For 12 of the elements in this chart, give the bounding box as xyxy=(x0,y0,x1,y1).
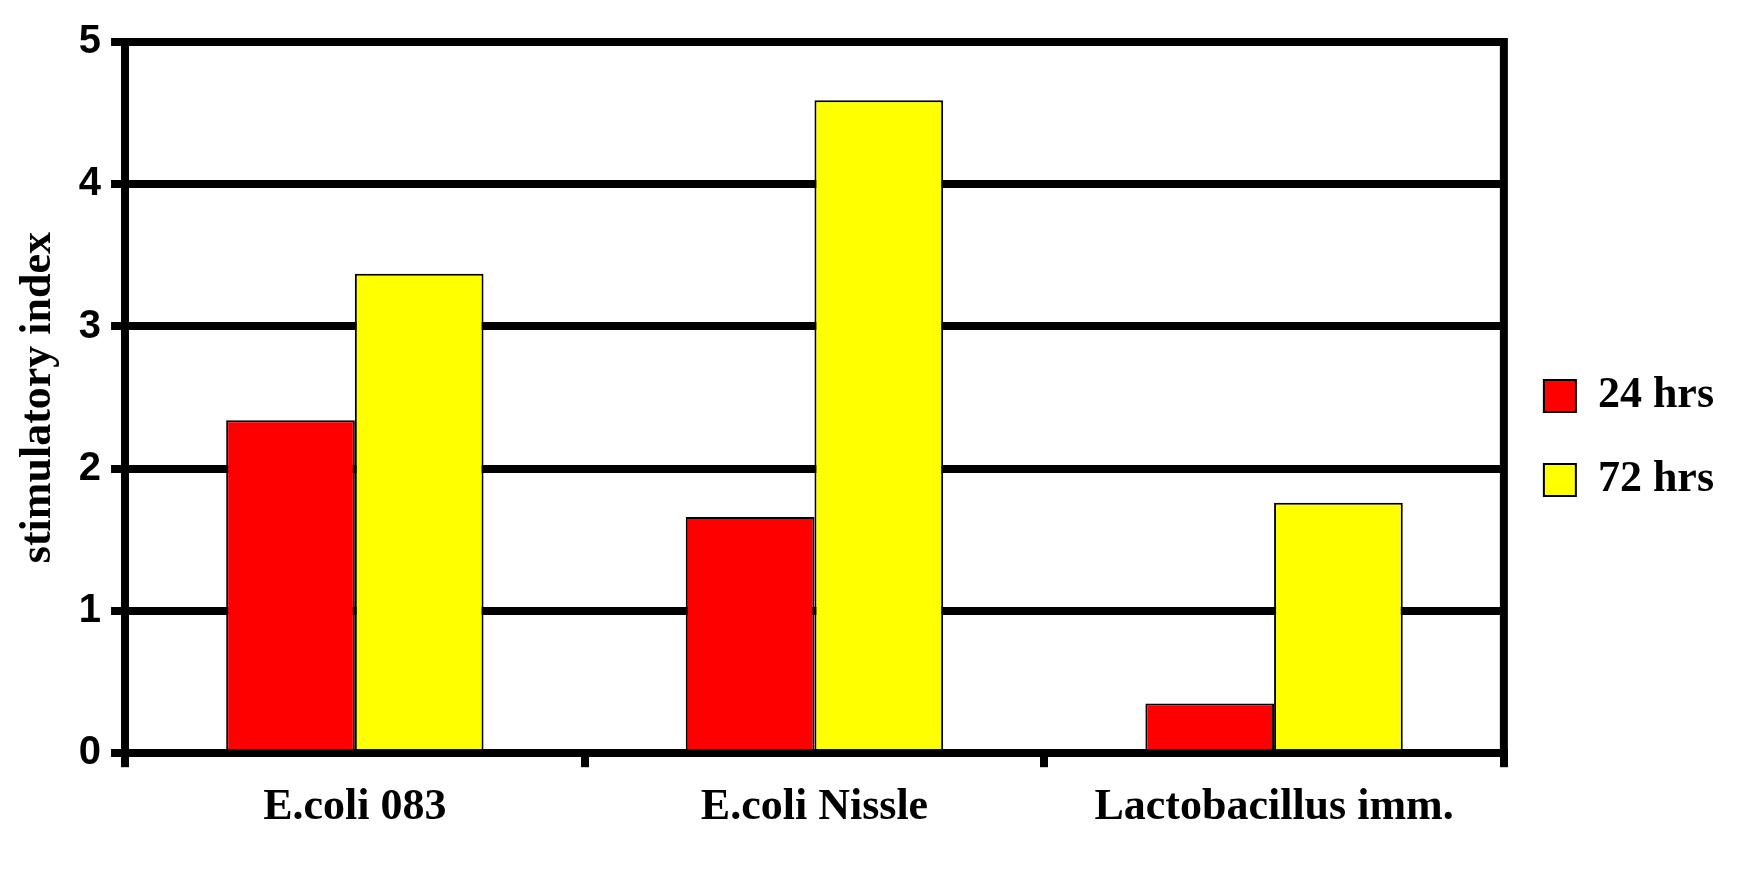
x-tick-label: E.coli Nissle xyxy=(700,779,929,829)
legend-label: 72 hrs xyxy=(1597,452,1714,502)
x-tick-label: Lactobacillus imm. xyxy=(1094,779,1454,829)
y-tick-label: 1 xyxy=(78,585,102,630)
y-tick-label: 0 xyxy=(78,728,102,773)
y-tick-label: 2 xyxy=(78,443,102,488)
y-tick-label: 5 xyxy=(78,17,102,62)
y-tick-label: 3 xyxy=(78,301,102,346)
legend-label: 24 hrs xyxy=(1597,368,1714,418)
y-tick-label: 4 xyxy=(78,159,102,204)
y-axis-title: stimulatory index xyxy=(10,231,60,564)
x-tick-label: E.coli 083 xyxy=(263,779,447,829)
